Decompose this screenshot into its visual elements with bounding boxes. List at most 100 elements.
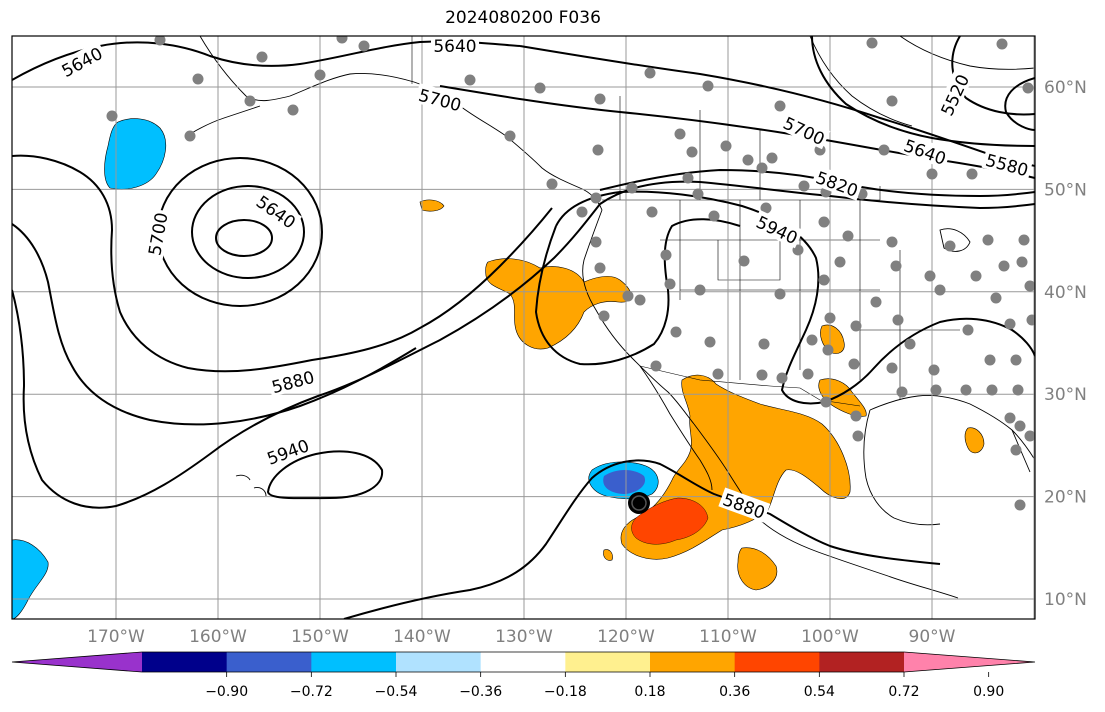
negative-anomaly-region <box>104 118 167 190</box>
station-dot <box>848 358 860 370</box>
station-dot <box>990 292 1002 304</box>
station-dot <box>1026 314 1035 326</box>
latitude-label: 60°N <box>1044 78 1087 98</box>
colorbar-tick-label: −0.72 <box>290 684 333 700</box>
station-dot <box>756 369 768 381</box>
station-dot <box>464 74 476 86</box>
hawaii <box>253 487 267 497</box>
colorbar-extend-low <box>12 652 142 672</box>
station-dot <box>660 249 672 261</box>
colorbar-segment <box>565 652 651 672</box>
station-dot <box>1016 256 1028 268</box>
contour-line <box>343 459 941 619</box>
contour-label-bg <box>718 487 771 523</box>
latitude-label: 50°N <box>1044 180 1087 200</box>
longitude-label: 140°W <box>393 627 451 647</box>
station-dot <box>546 178 558 190</box>
contour-line <box>534 218 741 366</box>
contour-label-bg <box>811 165 864 201</box>
station-dot <box>944 240 956 252</box>
station-dot <box>774 100 786 112</box>
station-dot <box>982 234 994 246</box>
map-title: 2024080200 F036 <box>445 8 601 28</box>
contour-label-bg <box>751 209 804 249</box>
station-dot <box>702 80 714 92</box>
contour-label-bg <box>414 83 467 115</box>
colorbar-tick-label: −0.54 <box>375 684 418 700</box>
strong-negative-anomaly-region <box>603 470 646 494</box>
longitude-label: 100°W <box>801 627 859 647</box>
contour-label-bg <box>981 148 1034 180</box>
station-dot <box>924 270 936 282</box>
contour-label-bg <box>266 365 319 397</box>
colorbar-tick-label: 0.36 <box>719 684 750 700</box>
station-dot <box>590 192 602 204</box>
colorbar: −0.90 −0.72 −0.54 −0.36 −0.18 0.18 0.36 0.54 0.7… <box>11 651 1036 700</box>
latitude-label: 10°N <box>1044 590 1087 610</box>
station-dot <box>896 386 908 398</box>
station-markers <box>106 36 1035 511</box>
station-dot <box>1012 384 1024 396</box>
contour-label-bg <box>261 433 314 469</box>
station-dot <box>928 364 940 376</box>
station-dot <box>866 37 878 49</box>
political-borders <box>411 36 960 407</box>
station-dot <box>960 384 972 396</box>
station-dot <box>818 274 830 286</box>
station-dot <box>820 396 832 408</box>
station-dot <box>314 69 326 81</box>
station-dot <box>644 67 656 79</box>
colorbar-tick-label: −0.90 <box>205 684 248 700</box>
station-dot <box>626 182 638 194</box>
station-dot <box>930 384 942 396</box>
station-dot <box>822 344 834 356</box>
station-dot <box>622 290 634 302</box>
station-dot <box>904 338 916 350</box>
colorbar-segment <box>650 652 736 672</box>
mexico-coast <box>693 423 959 599</box>
colorbar-extend-high <box>904 652 1035 672</box>
longitude-label: 170°W <box>87 627 145 647</box>
station-dot <box>708 210 720 222</box>
positive-anomaly-region <box>485 258 632 350</box>
storm-center-marker <box>628 492 650 514</box>
storm-marker-ring <box>631 495 647 511</box>
station-dot <box>852 430 864 442</box>
colorbar-segment <box>480 652 566 672</box>
gulf-of-mexico-coast <box>863 409 941 526</box>
contour-line <box>266 450 384 500</box>
station-dot <box>802 368 814 380</box>
station-dot <box>704 336 716 348</box>
station-dot <box>966 168 978 180</box>
colorbar-segment <box>734 652 820 672</box>
longitude-label: 90°W <box>909 627 956 647</box>
station-dot <box>712 368 724 380</box>
colorbar-segment <box>311 652 397 672</box>
contour-line <box>191 185 305 279</box>
colorbar-tick-label: 0.18 <box>634 684 665 700</box>
station-dot <box>870 296 882 308</box>
storm-marker-outer <box>628 492 650 514</box>
contour-label-bg <box>55 41 108 82</box>
contour-line <box>439 85 1035 179</box>
contour-line <box>951 36 1035 116</box>
strong-positive-anomaly-region <box>631 497 709 545</box>
station-dot <box>244 95 256 107</box>
station-dot <box>996 38 1008 50</box>
station-dot <box>1014 499 1026 511</box>
canada-coast <box>809 36 913 127</box>
contour-label-bg <box>934 68 974 121</box>
colorbar-tick-label: 0.72 <box>888 684 919 700</box>
station-dot <box>798 180 810 192</box>
station-dot <box>1022 82 1034 94</box>
station-dot <box>834 256 846 268</box>
latitude-label: 20°N <box>1044 488 1087 508</box>
station-dot <box>742 154 754 166</box>
station-dot <box>984 354 996 366</box>
longitude-label: 120°W <box>597 627 655 647</box>
station-dot <box>694 284 706 296</box>
station-dot <box>886 362 898 374</box>
station-dot <box>646 206 658 218</box>
station-dot <box>986 384 998 396</box>
station-dot <box>287 104 299 116</box>
